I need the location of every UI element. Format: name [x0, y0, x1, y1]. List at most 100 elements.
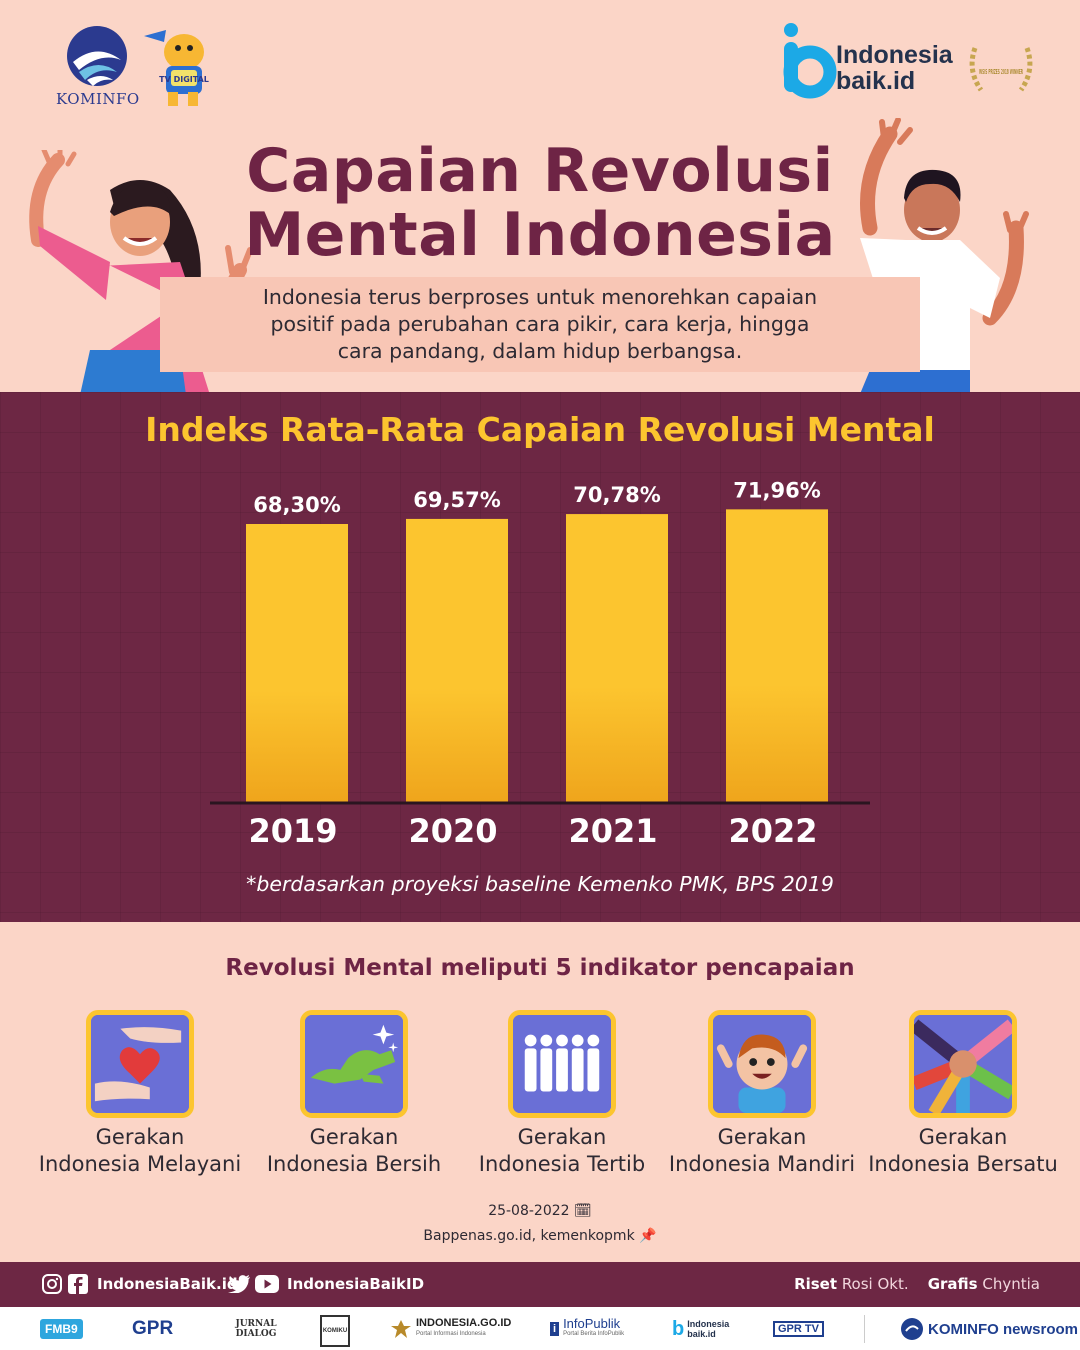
indicator-mandiri-label: Gerakan Indonesia Mandiri: [652, 1124, 872, 1178]
tv-digital-mascot-icon: TV DIGITAL: [144, 30, 209, 106]
kominfo-logo-icon: [67, 26, 127, 86]
kominfo-label: KOMINFO: [56, 90, 140, 108]
header: KOMINFO TV DIGITAL Indonesia baik.id WSI…: [0, 0, 1080, 392]
chart-section: Indeks Rata-Rata Capaian Revolusi Mental…: [0, 392, 1080, 922]
publish-date-text: 25-08-2022: [488, 1203, 570, 1219]
joined-hands-icon: [909, 1010, 1017, 1118]
partner-infopublik-logo: i InfoPublik Portal Berita InfoPublik: [550, 1315, 624, 1343]
partner-gprtv-logo: GPR TV: [773, 1315, 824, 1343]
partner-komiku-text: KOMIKU: [322, 1328, 348, 1334]
indicator-bersih: Gerakan Indonesia Bersih: [244, 1010, 464, 1178]
mascot-label: TV DIGITAL: [159, 75, 209, 84]
indicator-melayani: Gerakan Indonesia Melayani: [30, 1010, 250, 1178]
bar-2022: [726, 509, 828, 802]
heart-hands-icon: [86, 1010, 194, 1118]
indicator-mandiri-line2: Indonesia Mandiri: [668, 1152, 856, 1176]
bar-2021: [566, 514, 668, 802]
page-title-line1: Capaian Revolusi: [246, 136, 834, 206]
partner-logos: FMB9 GPR JURNAL DIALOG KOMIKU INDONESIA.…: [0, 1307, 1080, 1350]
instagram-icon[interactable]: [42, 1274, 62, 1294]
bar-2020: [406, 518, 508, 802]
x-tick-label-2022: 2022: [728, 812, 817, 850]
social-handle-2[interactable]: IndonesiaBaikID: [287, 1275, 425, 1293]
indicator-tertib: Gerakan Indonesia Tertib: [452, 1010, 672, 1178]
bar-value-label-2021: 70,78%: [573, 483, 660, 507]
youtube-icon[interactable]: [255, 1275, 279, 1293]
newsroom-icon: [901, 1318, 923, 1340]
publish-date: 25-08-2022 🗓: [0, 1203, 1080, 1219]
partner-indonesiabaik-text: Indonesia baik.id: [687, 1319, 730, 1339]
indonesia-baik-brand: Indonesia baik.id: [836, 42, 953, 94]
indicators-title: Revolusi Mental meliputi 5 indikator pen…: [225, 955, 855, 981]
indicator-mandiri: Gerakan Indonesia Mandiri: [652, 1010, 872, 1178]
source-line: Bappenas.go.id, kemenkopmk 📌: [0, 1228, 1080, 1244]
x-tick-label-2019: 2019: [248, 812, 337, 850]
indicator-mandiri-line1: Gerakan: [717, 1125, 807, 1149]
partner-indonesia-go-id-text: INDONESIA.GO.ID: [416, 1317, 512, 1329]
infopublik-icon: i: [550, 1322, 560, 1336]
indicator-bersih-line1: Gerakan: [309, 1125, 399, 1149]
brand-line1: Indonesia: [836, 41, 953, 69]
indicator-bersih-line2: Indonesia Bersih: [266, 1152, 442, 1176]
indicator-bersatu-label: Gerakan Indonesia Bersatu: [853, 1124, 1073, 1178]
bar-chart: 68,30% 2019 69,57% 2020 70,78% 2021 71,96% 2022: [210, 478, 870, 850]
indicator-bersih-label: Gerakan Indonesia Bersih: [244, 1124, 464, 1178]
indicator-tertib-line2: Indonesia Tertib: [478, 1152, 646, 1176]
partner-indonesia-go-id-logo: INDONESIA.GO.ID Portal Informasi Indones…: [390, 1315, 511, 1343]
indicator-bersatu-line1: Gerakan: [918, 1125, 1008, 1149]
indicator-tertib-label: Gerakan Indonesia Tertib: [452, 1124, 672, 1178]
facebook-icon[interactable]: [68, 1274, 88, 1294]
partner-komiku-logo: KOMIKU: [320, 1315, 350, 1347]
partner-infopublik-text: InfoPublik: [563, 1316, 621, 1331]
source-text: Bappenas.go.id, kemenkopmk: [423, 1228, 635, 1244]
x-tick-label-2020: 2020: [408, 812, 497, 850]
calendar-icon: 🗓: [574, 1203, 592, 1219]
subtitle-line1: Indonesia terus berproses untuk menorehk…: [262, 285, 818, 309]
chart-title: Indeks Rata-Rata Capaian Revolusi Mental: [145, 410, 935, 449]
garuda-icon: [391, 1320, 411, 1338]
indicator-tertib-line1: Gerakan: [517, 1125, 607, 1149]
indicator-melayani-label: Gerakan Indonesia Melayani: [30, 1124, 250, 1178]
indicator-bersatu-line2: Indonesia Bersatu: [868, 1152, 1058, 1176]
bar-value-label-2020: 69,57%: [413, 488, 500, 512]
queue-people-icon: [508, 1010, 616, 1118]
social-bar: IndonesiaBaik.id IndonesiaBaikID Riset R…: [0, 1262, 1080, 1307]
subtitle: Indonesia terus berproses untuk menorehk…: [220, 284, 860, 365]
indicator-bersatu: Gerakan Indonesia Bersatu: [853, 1010, 1073, 1178]
award-label: WSIS PRIZES 2018 WINNER: [979, 68, 1023, 76]
partner-indonesiabaik-logo: b Indonesia baik.id: [672, 1315, 735, 1343]
partner-kominfo-newsroom-logo: KOMINFO newsroom: [900, 1315, 1078, 1343]
partner-gprtv-text: GPR TV: [773, 1321, 824, 1337]
clean-map-icon: [300, 1010, 408, 1118]
chart-footnote: *berdasarkan proyeksi baseline Kemenko P…: [246, 872, 834, 896]
bar-2019: [246, 524, 348, 802]
x-tick-label-2021: 2021: [568, 812, 657, 850]
partner-jurnal-dialog-text: JURNAL DIALOG: [235, 1319, 277, 1339]
bar-value-label-2019: 68,30%: [253, 493, 340, 517]
partner-fmb9-text: FMB9: [40, 1319, 83, 1339]
brand-line2: baik.id: [836, 67, 916, 95]
partner-indonesia-go-id-sub: Portal Informasi Indonesia: [416, 1331, 486, 1337]
indicator-melayani-line1: Gerakan: [95, 1125, 185, 1149]
partner-gpr-logo: GPR: [132, 1315, 173, 1343]
subtitle-line2: positif pada perubahan cara pikir, cara …: [270, 312, 810, 336]
social-handle-1[interactable]: IndonesiaBaik.id: [97, 1275, 238, 1293]
page-title-line2: Mental Indonesia: [244, 200, 836, 270]
pin-icon: 📌: [639, 1228, 657, 1244]
partner-infopublik-sub: Portal Berita InfoPublik: [563, 1331, 625, 1337]
grafis-name: Chyntia: [982, 1275, 1040, 1293]
indicator-melayani-line2: Indonesia Melayani: [38, 1152, 242, 1176]
partner-jurnal-dialog-logo: JURNAL DIALOG: [234, 1315, 278, 1343]
ib-small-icon: b: [672, 1317, 685, 1340]
partner-gpr-text: GPR: [132, 1318, 174, 1339]
subtitle-line3: cara pandang, dalam hidup berbangsa.: [337, 339, 743, 363]
partner-fmb9-logo: FMB9: [40, 1315, 83, 1343]
partner-kominfo-newsroom-text: KOMINFO newsroom: [928, 1320, 1079, 1338]
grafis-label: Grafis: [927, 1275, 978, 1293]
twitter-icon[interactable]: [228, 1275, 250, 1293]
wsis-award-icon: WSIS PRIZES 2018 WINNER: [969, 47, 1033, 92]
subtitle-band: [160, 277, 920, 372]
credits: Riset Rosi Okt. Grafis Chyntia: [794, 1275, 1040, 1293]
indonesia-baik-logo-icon: [783, 23, 837, 99]
riset-name: Rosi Okt.: [841, 1275, 909, 1293]
